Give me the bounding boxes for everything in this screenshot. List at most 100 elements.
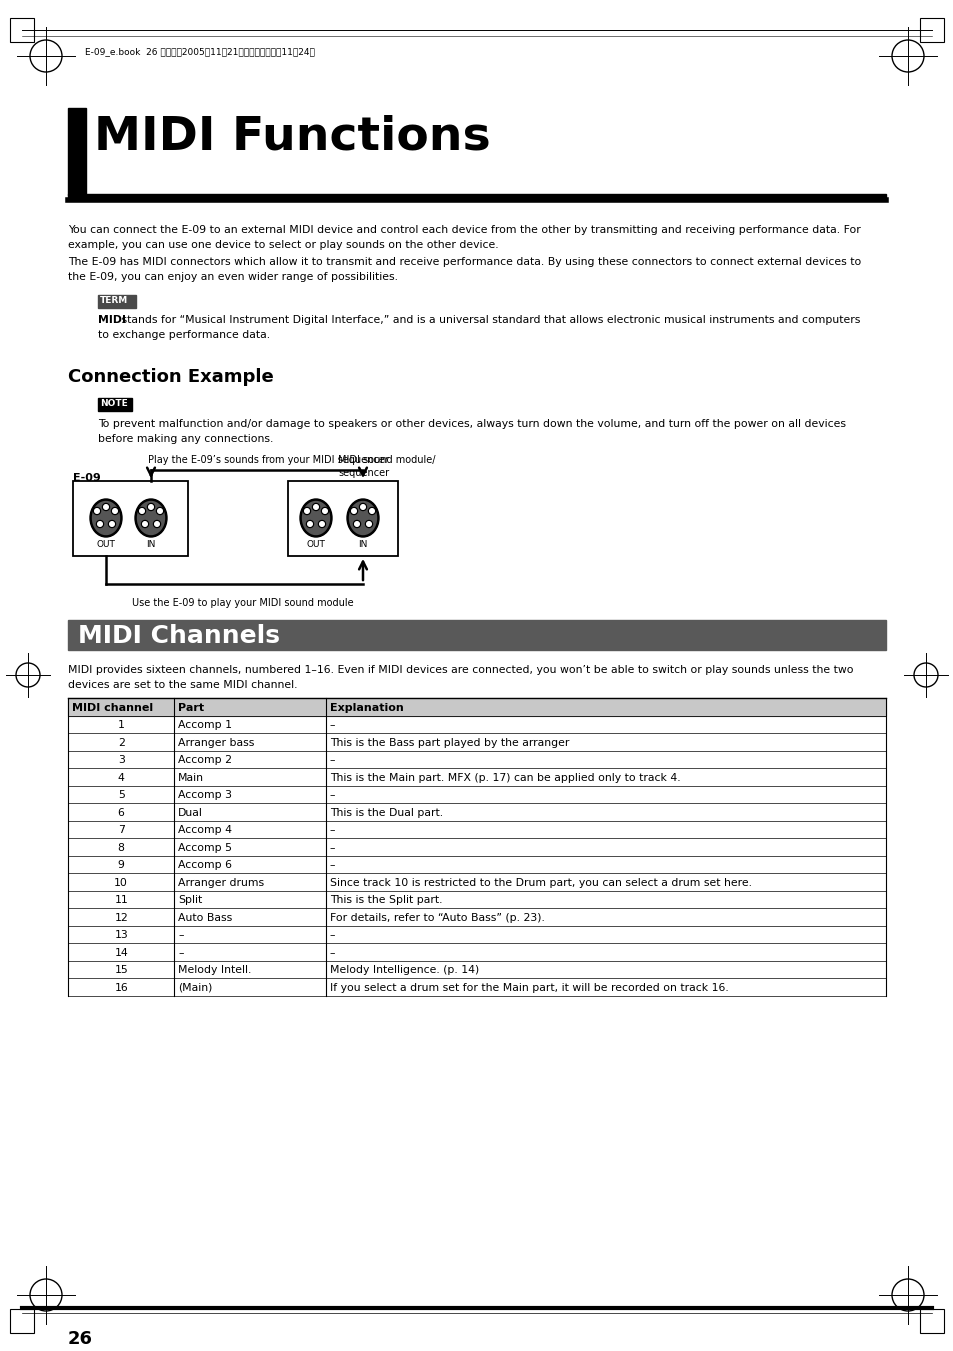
Bar [919, 18, 943, 42]
Text: E-09: E-09 [73, 473, 101, 484]
Bar [919, 1309, 943, 1333]
Circle shape [139, 509, 144, 513]
Text: 3: 3 [117, 755, 125, 765]
Text: before making any connections.: before making any connections. [98, 434, 274, 444]
Bar [98, 399, 132, 411]
Circle shape [93, 508, 100, 515]
Circle shape [314, 505, 318, 509]
Text: Accomp 4: Accomp 4 [178, 825, 233, 835]
Text: OUT: OUT [306, 540, 325, 549]
Text: the E-09, you can enjoy an even wider range of possibilities.: the E-09, you can enjoy an even wider ra… [68, 272, 397, 282]
Text: 11: 11 [114, 896, 128, 905]
Text: Accomp 5: Accomp 5 [178, 843, 233, 852]
Circle shape [366, 521, 371, 527]
Bar [288, 481, 397, 557]
Ellipse shape [92, 501, 119, 535]
Ellipse shape [347, 499, 378, 536]
Circle shape [148, 504, 154, 511]
Text: –: – [330, 755, 335, 765]
Text: Arranger bass: Arranger bass [178, 738, 254, 747]
Ellipse shape [137, 501, 164, 535]
Text: –: – [178, 931, 184, 940]
Text: Melody Intell.: Melody Intell. [178, 965, 252, 975]
Text: Part: Part [178, 703, 204, 713]
Text: 6: 6 [117, 808, 125, 817]
Text: OUT: OUT [96, 540, 115, 549]
Circle shape [355, 521, 359, 527]
Circle shape [110, 521, 114, 527]
Text: stands for “Musical Instrument Digital Interface,” and is a universal standard t: stands for “Musical Instrument Digital I… [118, 315, 860, 326]
Text: example, you can use one device to select or play sounds on the other device.: example, you can use one device to selec… [68, 240, 498, 250]
Text: Connection Example: Connection Example [68, 367, 274, 386]
Circle shape [319, 521, 324, 527]
Bar [68, 620, 885, 650]
Circle shape [318, 520, 325, 527]
Text: Split: Split [178, 896, 202, 905]
Circle shape [109, 520, 115, 527]
Circle shape [157, 509, 162, 513]
Text: For details, refer to “Auto Bass” (p. 23).: For details, refer to “Auto Bass” (p. 23… [330, 913, 544, 923]
Bar [73, 481, 188, 557]
Circle shape [94, 509, 99, 513]
Text: –: – [330, 825, 335, 835]
Text: Use the E-09 to play your MIDI sound module: Use the E-09 to play your MIDI sound mod… [132, 598, 354, 608]
Circle shape [359, 504, 366, 511]
Text: You can connect the E-09 to an external MIDI device and control each device from: You can connect the E-09 to an external … [68, 226, 860, 235]
Text: MIDI: MIDI [98, 315, 126, 326]
Text: 5: 5 [117, 790, 125, 800]
Circle shape [321, 508, 328, 515]
Circle shape [322, 509, 327, 513]
Circle shape [156, 508, 163, 515]
Text: IN: IN [358, 540, 367, 549]
Text: 9: 9 [117, 861, 125, 870]
Text: Since track 10 is restricted to the Drum part, you can select a drum set here.: Since track 10 is restricted to the Drum… [330, 878, 751, 888]
Text: This is the Dual part.: This is the Dual part. [330, 808, 442, 817]
Circle shape [350, 508, 357, 515]
Text: 4: 4 [117, 773, 125, 782]
Text: To prevent malfunction and/or damage to speakers or other devices, always turn d: To prevent malfunction and/or damage to … [98, 419, 845, 430]
Text: 1: 1 [117, 720, 125, 731]
Text: 8: 8 [117, 843, 125, 852]
Circle shape [96, 520, 103, 527]
Circle shape [153, 520, 160, 527]
Text: –: – [330, 948, 335, 958]
Text: 10: 10 [114, 878, 128, 888]
Text: –: – [330, 843, 335, 852]
Circle shape [303, 508, 310, 515]
Ellipse shape [135, 499, 167, 536]
Circle shape [352, 509, 355, 513]
Text: Accomp 1: Accomp 1 [178, 720, 233, 731]
Text: –: – [178, 948, 184, 958]
Circle shape [304, 509, 309, 513]
Circle shape [370, 509, 374, 513]
Text: (Main): (Main) [178, 982, 213, 993]
Ellipse shape [299, 499, 332, 536]
Circle shape [104, 505, 109, 509]
Text: Accomp 6: Accomp 6 [178, 861, 233, 870]
Bar [68, 108, 86, 195]
Text: MIDI channel: MIDI channel [71, 703, 153, 713]
Text: Accomp 3: Accomp 3 [178, 790, 233, 800]
Text: E-09_e.book  26 ページ　2005年11月21日　月曜日　午前11時24分: E-09_e.book 26 ページ 2005年11月21日 月曜日 午前11時… [85, 47, 314, 57]
Text: –: – [330, 790, 335, 800]
Text: MIDI provides sixteen channels, numbered 1–16. Even if MIDI devices are connecte: MIDI provides sixteen channels, numbered… [68, 665, 853, 676]
Text: –: – [330, 861, 335, 870]
Text: MIDI Channels: MIDI Channels [78, 624, 280, 648]
Text: 12: 12 [114, 913, 128, 923]
Circle shape [141, 520, 149, 527]
Text: This is the Split part.: This is the Split part. [330, 896, 441, 905]
Text: 15: 15 [114, 965, 128, 975]
Text: –: – [330, 720, 335, 731]
Circle shape [365, 520, 372, 527]
Text: devices are set to the same MIDI channel.: devices are set to the same MIDI channel… [68, 680, 297, 690]
Ellipse shape [349, 501, 376, 535]
Text: Explanation: Explanation [330, 703, 403, 713]
Circle shape [149, 505, 153, 509]
Bar [68, 195, 885, 200]
Text: 13: 13 [114, 931, 128, 940]
Text: 7: 7 [117, 825, 125, 835]
Text: Melody Intelligence. (p. 14): Melody Intelligence. (p. 14) [330, 965, 478, 975]
Circle shape [143, 521, 147, 527]
Bar [10, 1309, 34, 1333]
Text: This is the Bass part played by the arranger: This is the Bass part played by the arra… [330, 738, 568, 747]
